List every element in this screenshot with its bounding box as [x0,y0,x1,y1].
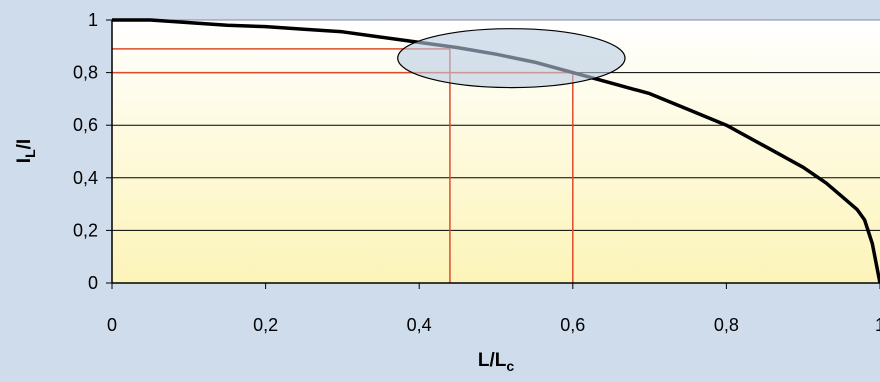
tick-labels: 0 0,2 0,4 0,6 0,8 1 0 0,2 0,4 0,6 0,8 1 [73,10,880,335]
y-tick-label: 0,2 [73,220,98,240]
x-axis-title: L/Lc [478,350,515,374]
y-axis-title: IL/I [14,139,38,163]
x-tick-label: 0,8 [714,315,739,335]
highlight-ellipse [397,28,626,89]
y-tick-label: 0,8 [73,63,98,83]
x-tick-label: 0 [107,315,117,335]
x-tick-label: 0,2 [253,315,278,335]
x-tick-label: 0,6 [560,315,585,335]
x-tick-label: 1 [875,315,880,335]
y-tick-label: 0 [88,273,98,293]
axes [106,19,880,289]
y-tick-label: 1 [88,10,98,30]
highlight-group [397,28,626,89]
x-tick-label: 0,4 [407,315,432,335]
y-tick-label: 0,6 [73,115,98,135]
y-tick-label: 0,4 [73,168,98,188]
